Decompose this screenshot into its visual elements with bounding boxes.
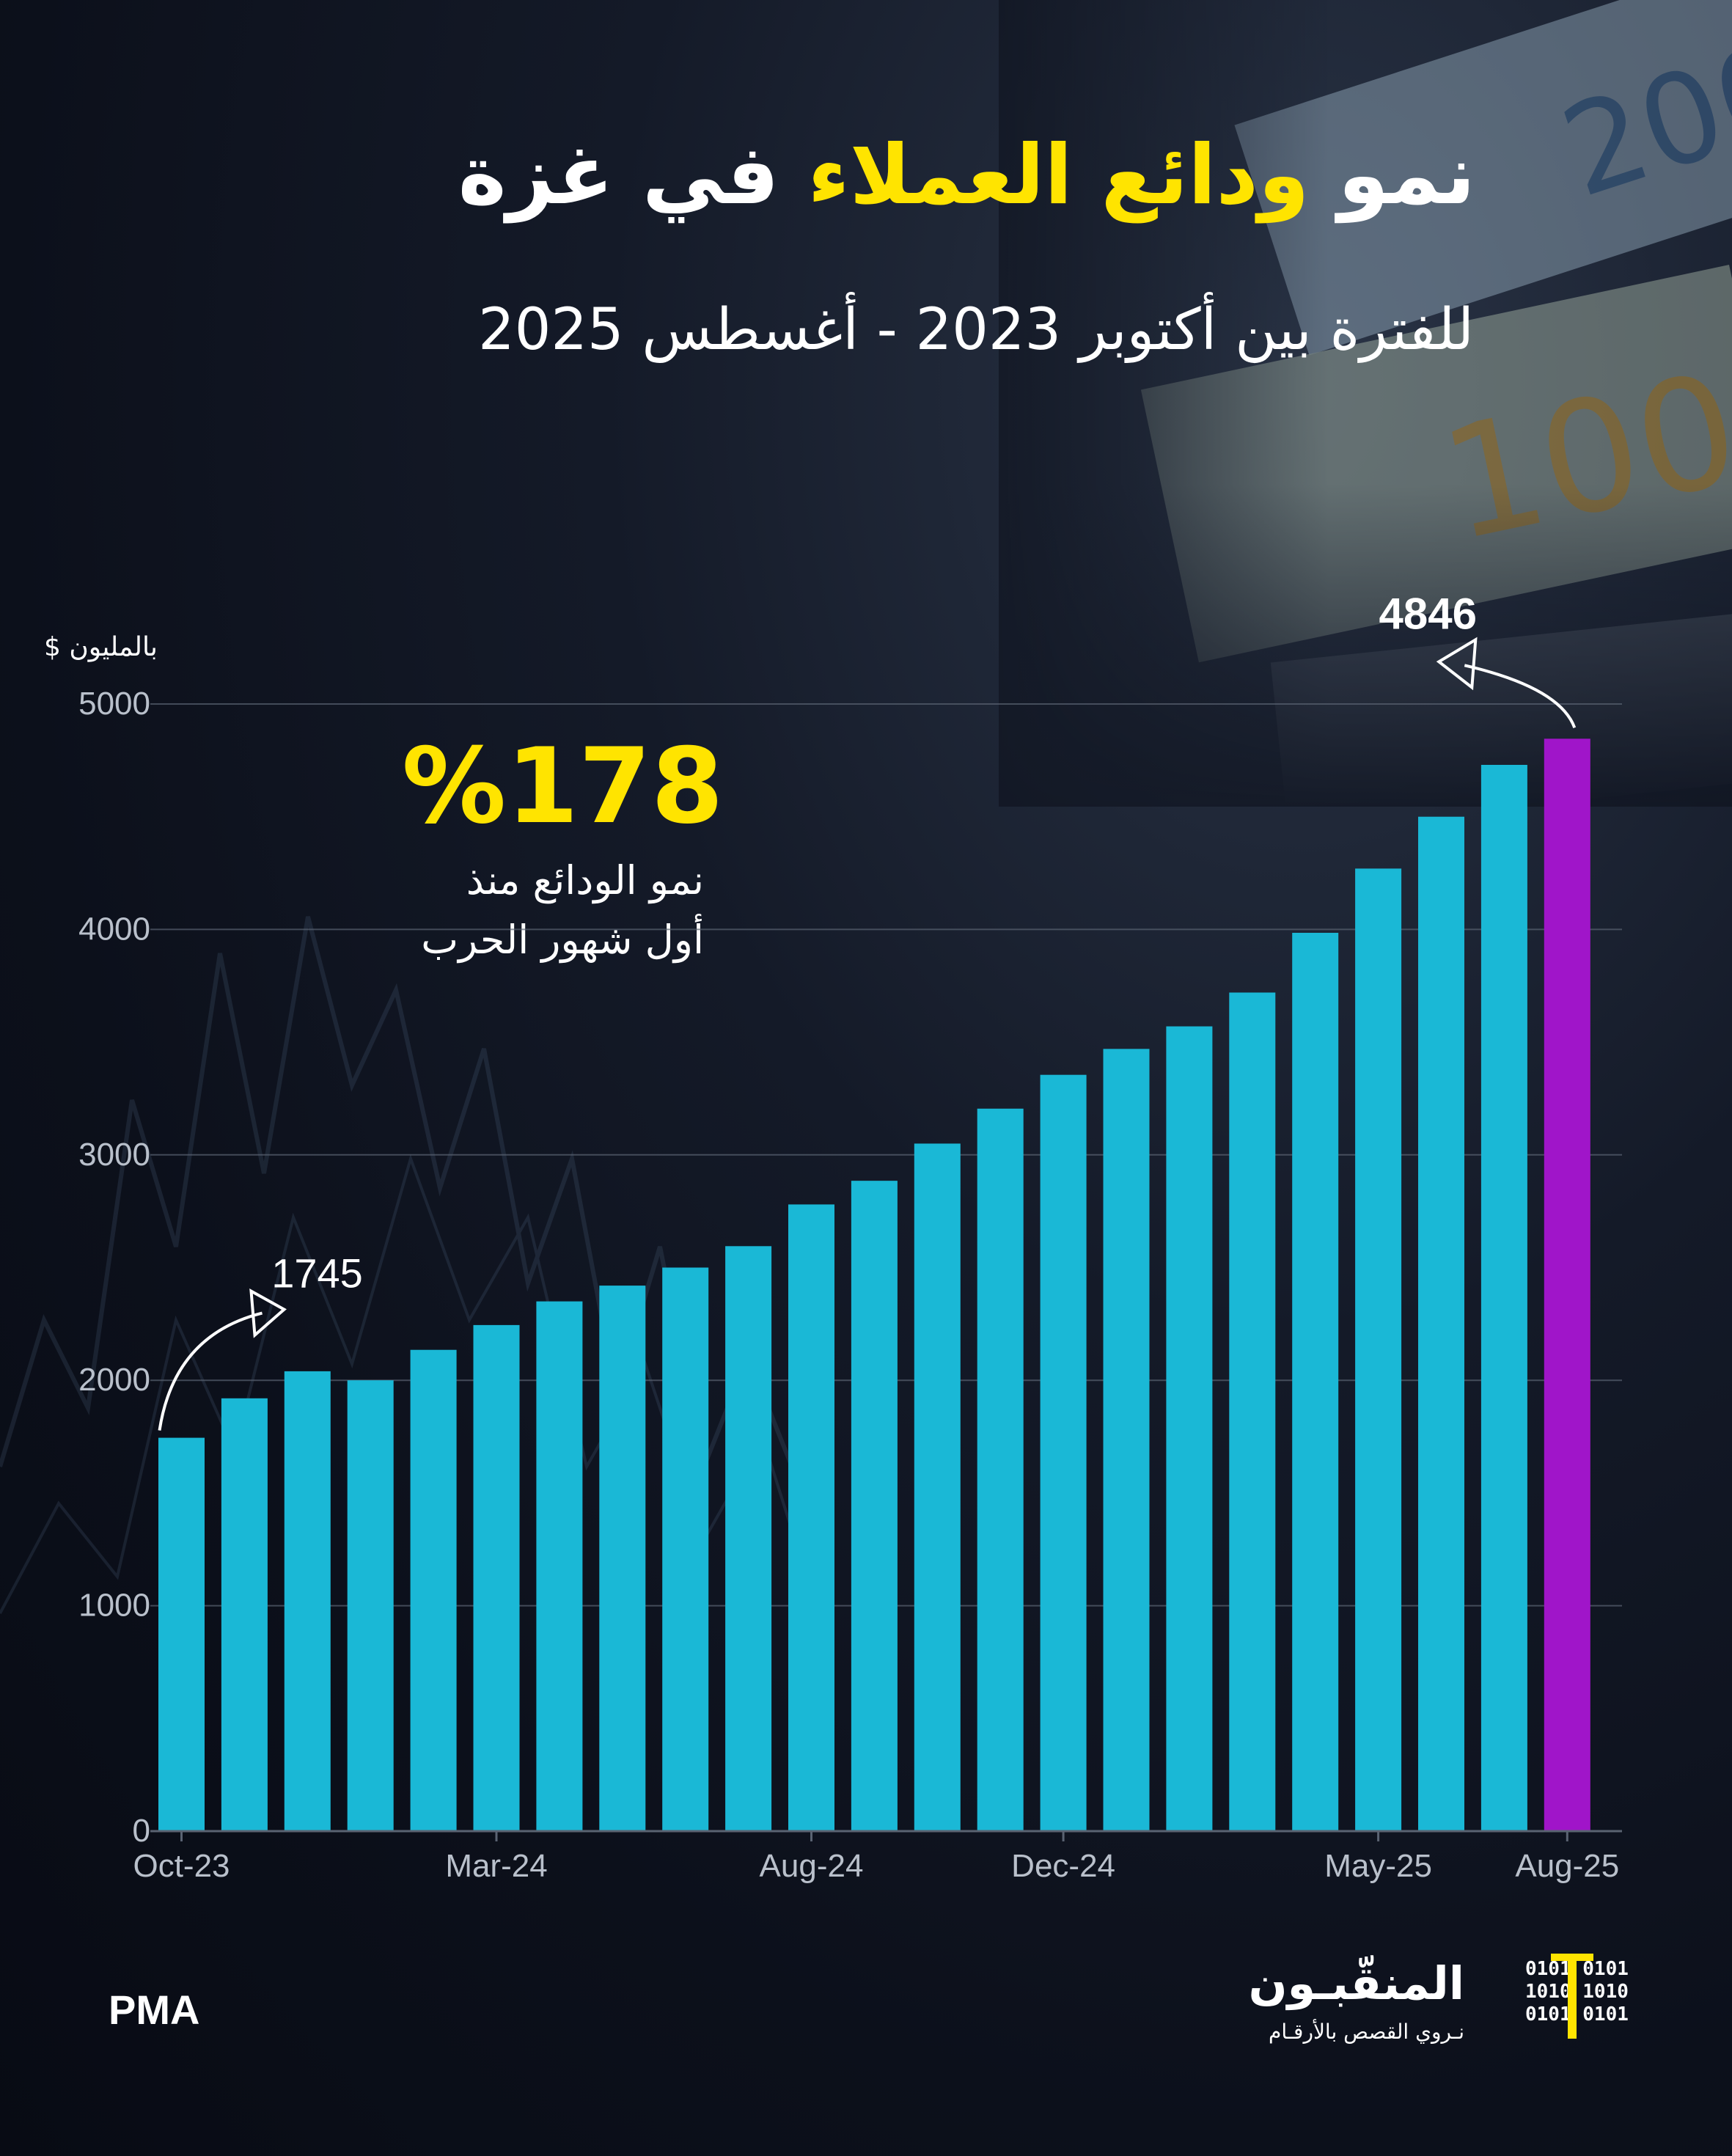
y-tick-label: 5000 (78, 686, 150, 722)
bar-aug-25 (1544, 738, 1590, 1831)
title-highlight: ودائع العملاء (807, 128, 1310, 223)
bar-feb-24 (410, 1349, 457, 1831)
bar-nov-23 (221, 1398, 268, 1831)
bar-jan-24 (347, 1380, 394, 1831)
y-tick-label: 4000 (78, 911, 150, 947)
brand-tagline: نـروي القصص بالأرقـام (1268, 2020, 1464, 2044)
bar-may-25 (1355, 868, 1402, 1831)
bar-apr-25 (1292, 933, 1339, 1831)
growth-note: نمو الودائع منذ أول شهور الحرب (396, 851, 704, 969)
bar-jan-25 (1103, 1049, 1150, 1831)
brand-logo: المنقّبـون نـروي القصص بالأرقـام 0101 01… (1243, 1954, 1629, 2059)
arrow-head-icon (1436, 637, 1478, 691)
annotation-arrow-4846 (1464, 664, 1577, 729)
bar-feb-25 (1166, 1026, 1213, 1831)
x-tick-label: Aug-24 (760, 1848, 864, 1884)
bar-nov-24 (977, 1108, 1024, 1831)
bar-jul-25 (1480, 764, 1527, 1831)
title-part1: نمو (1309, 128, 1475, 223)
y-tick-label: 0 (133, 1813, 150, 1849)
annotation-arrow-1745 (158, 1311, 263, 1431)
source-label: PMA (109, 1987, 200, 2033)
chart-subtitle: للفترة بين أكتوبر 2023 - أغسطس 2025 (478, 297, 1474, 363)
y-axis-unit-label: بالمليون $ (44, 632, 158, 662)
chart-title: نمو ودائع العملاء في غزة (458, 128, 1475, 223)
bar-dec-24 (1040, 1074, 1087, 1831)
pickaxe-handle-icon (1568, 1957, 1577, 2039)
y-tick-label: 3000 (78, 1137, 150, 1173)
annotation-label-start: 1745 (271, 1250, 363, 1297)
x-tick-label: Dec-24 (1011, 1848, 1115, 1884)
title-part2: في غزة (458, 128, 808, 223)
bar-oct-24 (914, 1143, 961, 1831)
bar-oct-23 (158, 1437, 205, 1831)
bar-mar-24 (473, 1324, 520, 1831)
bar-dec-23 (284, 1371, 331, 1831)
bar-sep-24 (851, 1181, 898, 1831)
y-tick-label: 1000 (78, 1588, 150, 1624)
x-tick-label: Aug-25 (1515, 1848, 1619, 1884)
bar-jul-24 (725, 1246, 772, 1831)
bar-jun-24 (662, 1267, 709, 1831)
bar-aug-24 (788, 1204, 834, 1831)
growth-note-line2: أول شهور الحرب (421, 917, 704, 963)
growth-note-line1: نمو الودائع منذ (466, 857, 704, 903)
brand-name: المنقّبـون (1248, 1957, 1464, 2010)
arrow-head-icon (249, 1288, 287, 1338)
bar-jun-25 (1418, 816, 1464, 1831)
annotation-label-end: 4846 (1379, 589, 1477, 638)
bar-apr-24 (536, 1301, 583, 1831)
y-tick-label: 2000 (78, 1362, 150, 1398)
x-tick-label: Oct-23 (133, 1848, 230, 1884)
bar-mar-25 (1229, 992, 1276, 1831)
bar-may-24 (599, 1286, 646, 1831)
x-tick-label: Mar-24 (445, 1848, 547, 1884)
brand-binary-mark: 0101 0101 1010 1010 0101 0101 (1525, 1958, 1629, 2026)
growth-percentage: %178 (402, 726, 724, 847)
x-tick-label: May-25 (1324, 1848, 1432, 1884)
